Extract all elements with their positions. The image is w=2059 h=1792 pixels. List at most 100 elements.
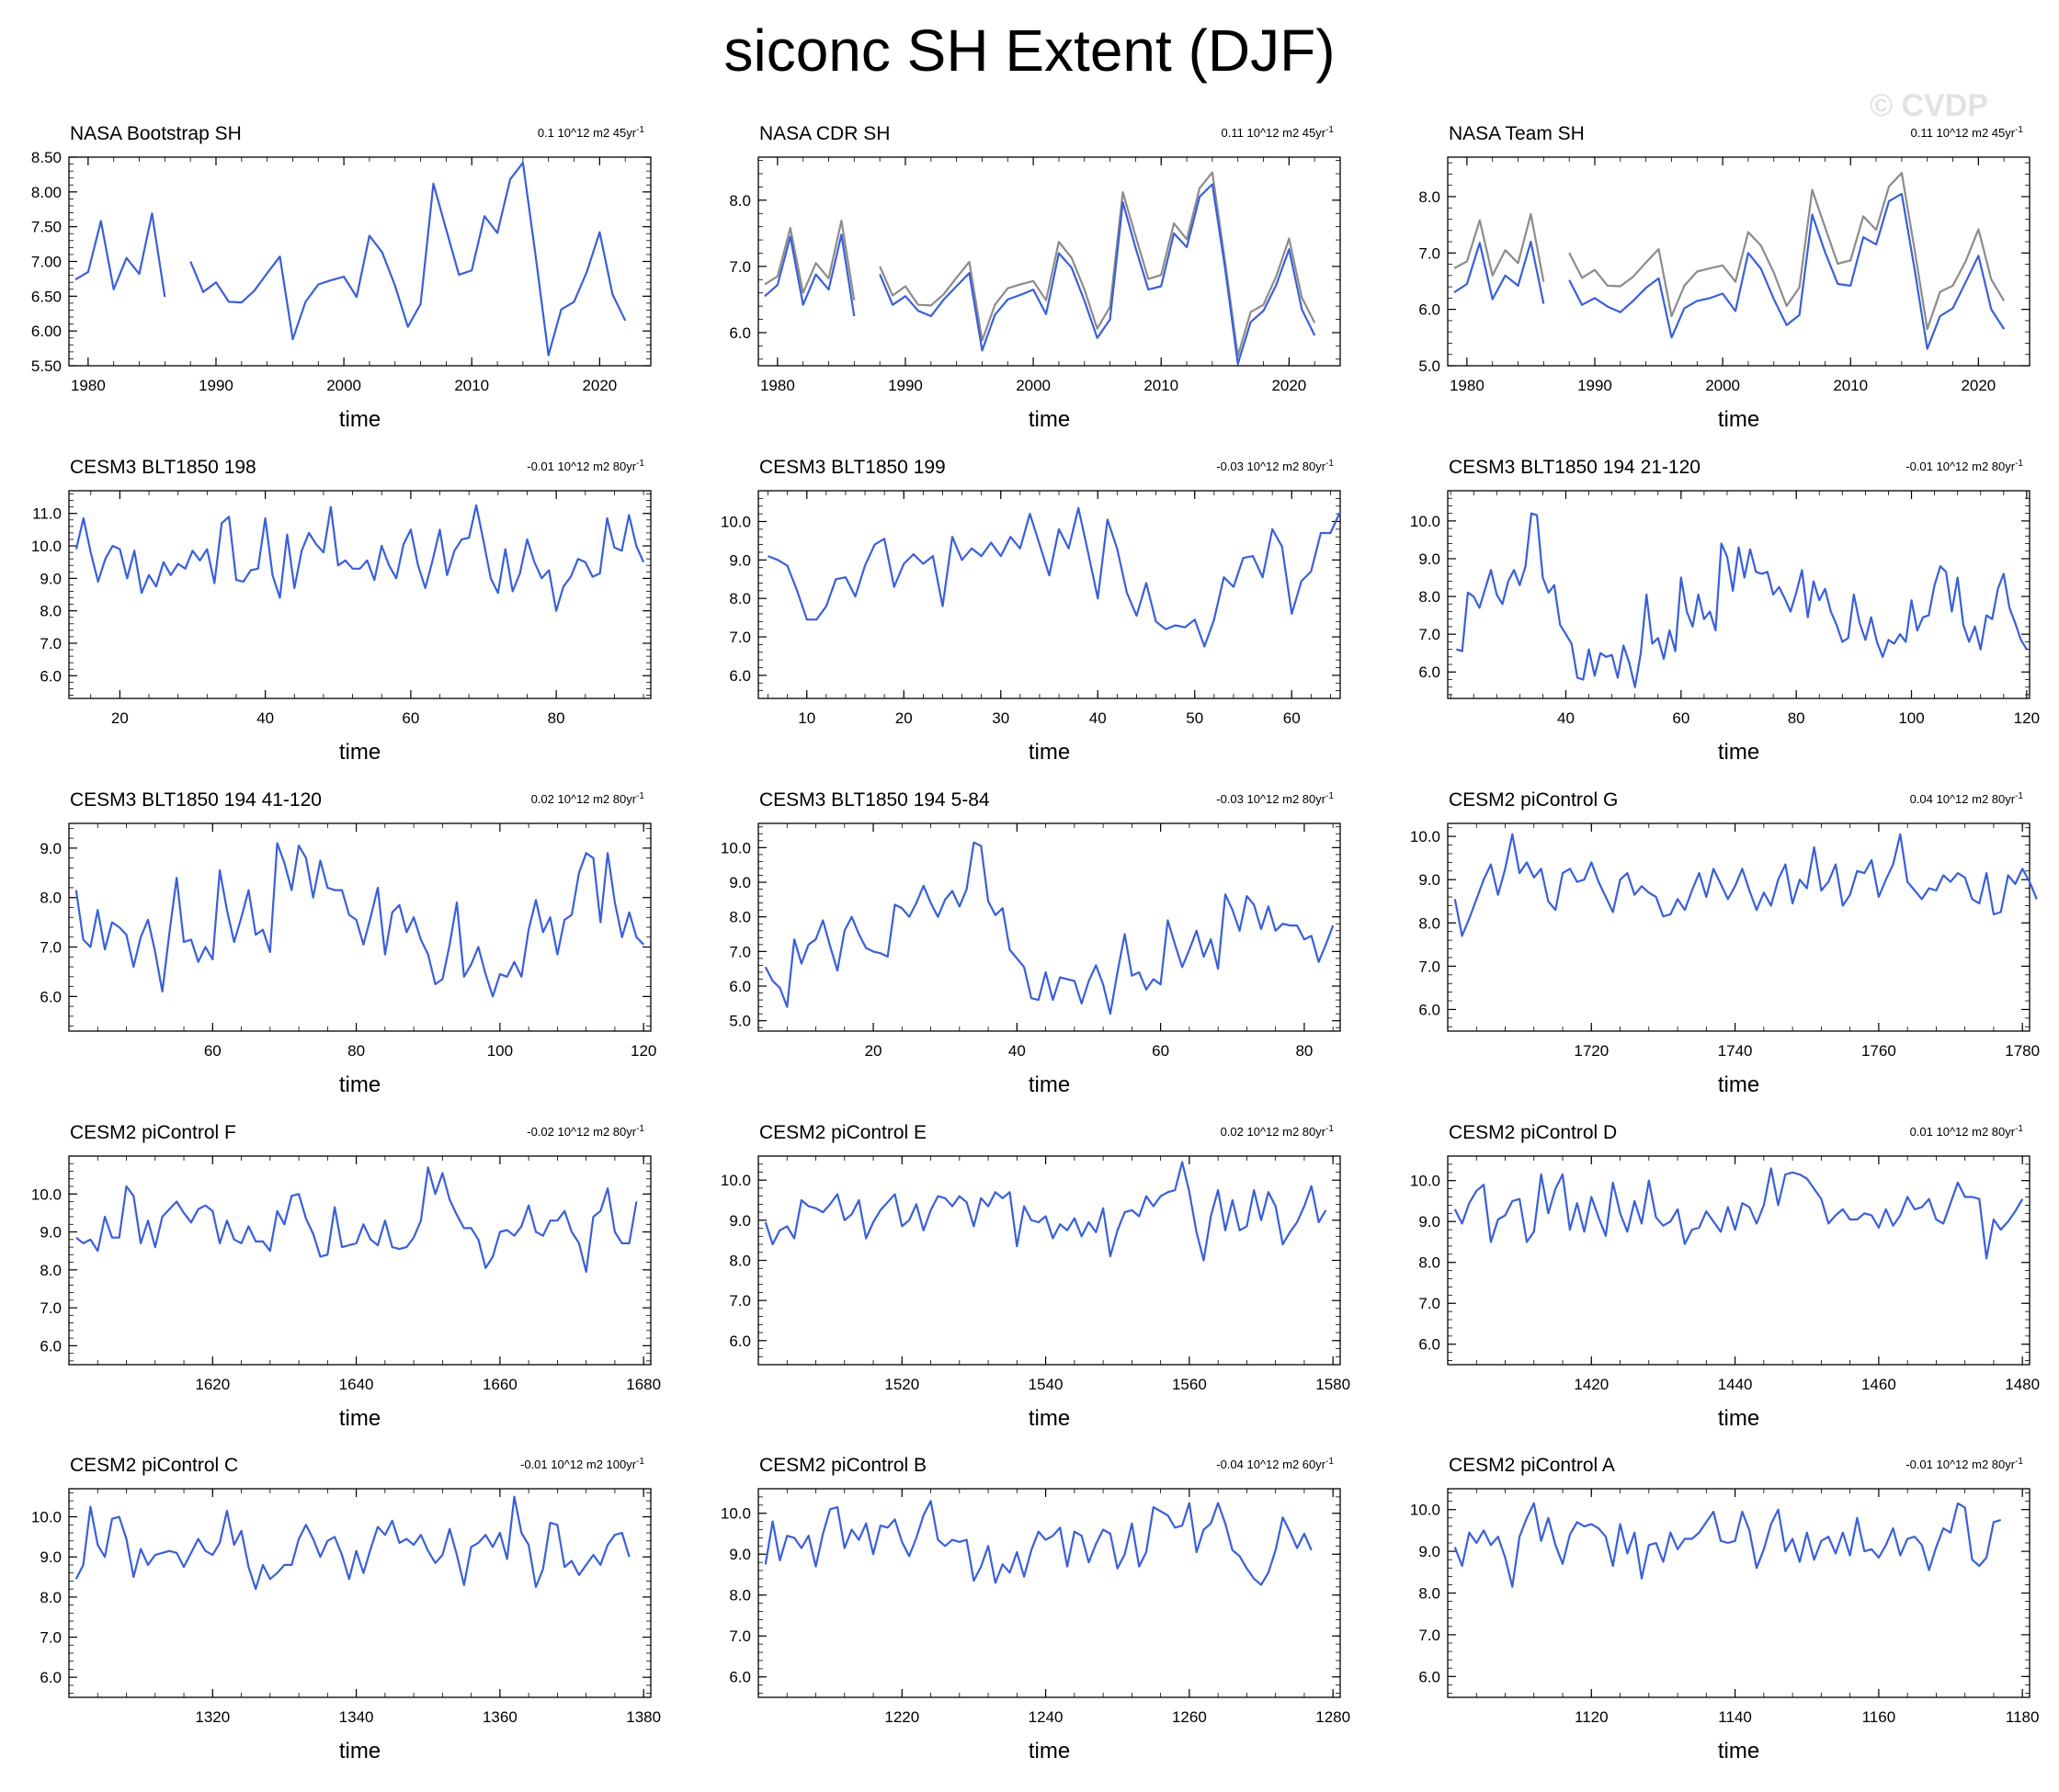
x-axis-label: time [339, 1072, 381, 1097]
trend-label: -0.01 10^12 m2 80yr-1 [1905, 459, 2023, 473]
y-tick-label: 5.50 [31, 357, 62, 375]
x-tick-label: 2020 [1961, 377, 1996, 394]
panel-title: NASA Team SH [1449, 123, 1585, 144]
x-tick-label: 40 [1089, 709, 1107, 727]
x-tick-label: 1990 [888, 377, 923, 394]
x-tick-label: 1260 [1172, 1708, 1207, 1726]
trend-label: -0.03 10^12 m2 80yr-1 [1216, 791, 1334, 806]
panel-title: CESM3 BLT1850 198 [70, 457, 256, 478]
y-tick-label: 8.0 [1418, 914, 1440, 932]
y-tick-label: 8.0 [1418, 1254, 1440, 1272]
x-tick-label: 80 [1788, 709, 1805, 727]
y-tick-label: 7.0 [1418, 958, 1440, 975]
x-tick-label: 30 [992, 709, 1009, 727]
y-tick-label: 8.00 [31, 184, 62, 201]
x-tick-label: 60 [402, 709, 419, 727]
panel-8: CESM3 BLT1850 194 5-84 -0.03 10^12 m2 80y… [721, 789, 1341, 1097]
x-tick-label: 2000 [326, 377, 361, 394]
y-tick-label: 6.0 [729, 978, 751, 995]
x-tick-label: 50 [1186, 709, 1203, 727]
series-line-1 [74, 504, 645, 612]
x-tick-label: 1380 [626, 1708, 661, 1726]
series-line-1 [74, 842, 644, 998]
panel-title: NASA Bootstrap SH [70, 123, 242, 144]
y-tick-label: 8.0 [729, 192, 751, 210]
x-tick-label: 40 [1557, 709, 1575, 727]
y-tick-label: 5.0 [729, 1013, 751, 1030]
y-tick-label: 8.0 [1418, 588, 1440, 606]
trend-label: 0.1 10^12 m2 45yr-1 [538, 125, 645, 140]
panel-title: CESM3 BLT1850 194 5-84 [759, 789, 990, 811]
trend-label: -0.01 10^12 m2 100yr-1 [520, 1457, 644, 1471]
y-tick-label: 10.0 [721, 839, 751, 856]
y-tick-label: 6.0 [729, 1333, 751, 1350]
y-tick-label: 10.0 [721, 1172, 751, 1189]
y-tick-label: 10.0 [1410, 513, 1440, 530]
x-axis-label: time [1718, 1739, 1759, 1764]
y-tick-label: 6.0 [1418, 1336, 1440, 1354]
y-tick-label: 7.0 [1418, 1295, 1440, 1312]
x-axis-label: time [1029, 407, 1070, 432]
panel-title: NASA CDR SH [759, 123, 890, 144]
x-tick-label: 1320 [195, 1708, 230, 1726]
y-tick-label: 7.0 [1418, 244, 1440, 262]
x-tick-label: 1680 [626, 1376, 661, 1393]
series-line-2 [1453, 192, 2006, 350]
trend-label: 0.11 10^12 m2 45yr-1 [1222, 125, 1335, 140]
trend-label: -0.02 10^12 m2 80yr-1 [527, 1124, 644, 1139]
x-tick-label: 10 [798, 709, 815, 727]
panel-10: CESM2 piControl F -0.02 10^12 m2 80yr-1 6.… [31, 1122, 661, 1431]
series-line-1 [764, 171, 1316, 357]
plot-frame [68, 1155, 652, 1366]
y-tick-label: 6.0 [1418, 1668, 1440, 1685]
x-tick-label: 1990 [199, 377, 233, 394]
y-tick-label: 8.0 [729, 909, 751, 926]
x-tick-label: 100 [1898, 709, 1924, 727]
y-tick-label: 6.00 [31, 323, 62, 340]
x-tick-label: 1620 [195, 1376, 230, 1393]
trend-exponent: -1 [1325, 125, 1334, 135]
trend-exponent: -1 [636, 459, 644, 469]
y-tick-label: 8.0 [40, 1262, 62, 1279]
y-tick-label: 8.0 [729, 590, 751, 607]
x-tick-label: 40 [256, 709, 274, 727]
plot-frame [757, 156, 1341, 367]
x-axis-label: time [1718, 1406, 1759, 1431]
x-tick-label: 1980 [760, 377, 795, 394]
series-line-1 [75, 1166, 638, 1273]
panel-13: CESM2 piControl C -0.01 10^12 m2 100yr-1 6… [31, 1455, 661, 1764]
x-tick-label: 1220 [884, 1708, 919, 1726]
y-tick-label: 7.0 [1418, 1627, 1440, 1644]
y-tick-label: 7.0 [40, 635, 62, 652]
trend-exponent: -1 [636, 791, 644, 801]
x-tick-label: 20 [865, 1042, 882, 1060]
y-tick-label: 8.0 [40, 1589, 62, 1606]
x-axis-label: time [339, 1739, 381, 1764]
y-tick-label: 10.0 [721, 1505, 751, 1523]
x-tick-label: 1760 [1861, 1042, 1896, 1060]
x-axis-label: time [339, 407, 381, 432]
y-tick-label: 8.0 [1418, 188, 1440, 206]
cvdp-watermark: © CVDP [1870, 88, 1988, 123]
trend-exponent: -1 [1325, 1124, 1334, 1134]
panel-11: CESM2 piControl E 0.02 10^12 m2 80yr-1 6.0… [721, 1122, 1350, 1431]
x-tick-label: 2010 [1833, 377, 1868, 394]
panel-title: CESM3 BLT1850 194 21-120 [1449, 457, 1701, 478]
y-tick-label: 10.0 [31, 1509, 62, 1526]
x-tick-label: 1540 [1029, 1376, 1064, 1393]
panel-5: CESM3 BLT1850 199 -0.03 10^12 m2 80yr-1 6.… [721, 457, 1341, 765]
x-tick-label: 60 [204, 1042, 222, 1060]
trend-label: -0.03 10^12 m2 80yr-1 [1216, 459, 1334, 473]
series-line-1 [764, 1500, 1313, 1586]
y-tick-label: 9.0 [1418, 871, 1440, 889]
panel-12: CESM2 piControl D 0.01 10^12 m2 80yr-1 6.0… [1410, 1122, 2040, 1431]
x-tick-label: 20 [111, 709, 129, 727]
panel-title: CESM3 BLT1850 194 41-120 [70, 789, 322, 811]
y-tick-label: 8.0 [40, 603, 62, 620]
trend-exponent: -1 [1325, 459, 1334, 469]
series-line-1 [1453, 172, 2006, 331]
x-tick-label: 1740 [1718, 1042, 1753, 1060]
x-tick-label: 1460 [1861, 1376, 1896, 1393]
y-tick-label: 6.0 [40, 988, 62, 1005]
trend-exponent: -1 [636, 125, 644, 135]
